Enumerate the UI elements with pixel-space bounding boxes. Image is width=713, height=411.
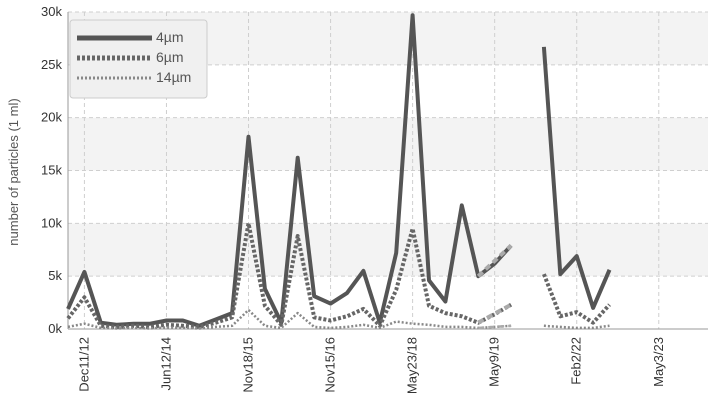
y-tick-label: 30k (41, 4, 62, 19)
plot-band (68, 223, 708, 277)
x-tick-label: Nov18/15 (241, 337, 256, 393)
y-tick-label: 25k (41, 57, 62, 72)
x-axis-ticks: Dec11/12 Jun12/14 Nov18/15 Nov15/16 May23/18… (76, 337, 665, 394)
series-gap-connector (477, 302, 513, 325)
series-line (66, 221, 513, 329)
plot-band (68, 170, 708, 224)
series-gap-connector (478, 324, 512, 330)
x-tick-label: May9/19 (487, 337, 502, 387)
x-tick-label: Dec11/12 (76, 337, 91, 392)
series-layer (66, 13, 612, 330)
x-tick-label: Feb2/22 (569, 337, 584, 385)
y-axis-ticks: 0k 5k 10k 15k 20k 25k 30k (41, 4, 62, 336)
x-tick-label: Nov15/16 (323, 337, 338, 393)
y-tick-label: 20k (41, 110, 62, 125)
x-tick-label: May23/18 (405, 337, 420, 394)
series-gap-connector (476, 244, 513, 278)
y-axis-label: number of particles (1 ml) (6, 98, 21, 245)
series-1 (66, 13, 612, 328)
series-line (541, 46, 612, 310)
series-3 (67, 308, 610, 330)
series-line (66, 13, 513, 328)
series-line (543, 324, 610, 330)
y-tick-label: 5k (48, 268, 62, 283)
legend-label-4um: 4µm (156, 29, 184, 45)
legend: 4µm 6µm 14µm (69, 19, 208, 99)
y-tick-label: 15k (41, 163, 62, 178)
plot-band (68, 117, 708, 171)
y-tick-label: 10k (41, 215, 62, 230)
legend-label-6um: 6µm (156, 49, 184, 65)
x-tick-label: May3/23 (651, 337, 666, 387)
series-2 (66, 221, 611, 329)
y-tick-label: 0k (48, 321, 62, 336)
legend-label-14um: 14µm (156, 69, 191, 85)
x-tick-label: Jun12/14 (158, 337, 173, 391)
series-line (542, 273, 611, 325)
